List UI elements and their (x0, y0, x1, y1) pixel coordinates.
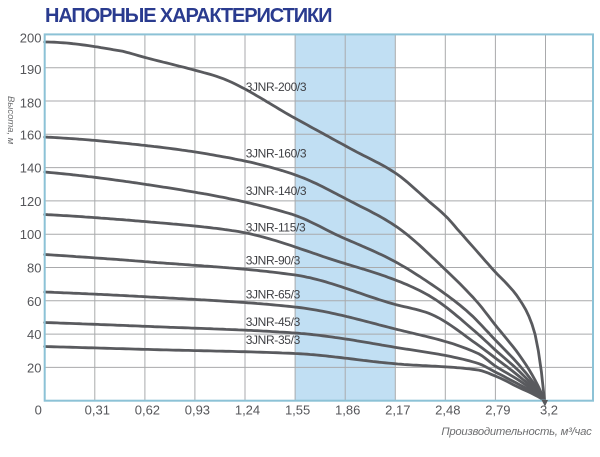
svg-text:1,55: 1,55 (285, 403, 310, 418)
svg-text:3JNR-35/3: 3JNR-35/3 (246, 333, 301, 347)
svg-text:0,62: 0,62 (135, 403, 160, 418)
svg-text:3JNR-115/3: 3JNR-115/3 (246, 221, 306, 235)
svg-text:20: 20 (27, 360, 41, 375)
svg-text:140: 140 (20, 161, 42, 176)
svg-text:0,93: 0,93 (185, 403, 210, 418)
svg-text:3,2: 3,2 (540, 403, 558, 418)
svg-text:Высота, м: Высота, м (5, 96, 16, 145)
svg-text:3JNR-65/3: 3JNR-65/3 (246, 288, 301, 302)
svg-text:80: 80 (27, 261, 41, 276)
svg-text:Производительность, м³/час: Производительность, м³/час (441, 426, 592, 438)
svg-text:190: 190 (20, 62, 42, 77)
svg-text:180: 180 (20, 96, 42, 111)
svg-text:100: 100 (20, 227, 42, 242)
svg-text:40: 40 (27, 327, 41, 342)
svg-text:3JNR-160/3: 3JNR-160/3 (246, 147, 307, 161)
svg-text:2,17: 2,17 (385, 403, 410, 418)
svg-text:60: 60 (27, 294, 41, 309)
svg-text:1,24: 1,24 (235, 403, 260, 418)
svg-text:3JNR-90/3: 3JNR-90/3 (246, 254, 301, 268)
svg-text:120: 120 (20, 194, 42, 209)
svg-text:3JNR-45/3: 3JNR-45/3 (246, 315, 301, 329)
svg-text:0: 0 (35, 403, 42, 418)
svg-text:2,79: 2,79 (485, 403, 510, 418)
svg-text:0,31: 0,31 (85, 403, 110, 418)
svg-text:160: 160 (20, 127, 42, 142)
svg-text:1,86: 1,86 (335, 403, 360, 418)
svg-text:3JNR-140/3: 3JNR-140/3 (246, 184, 307, 198)
svg-text:2,48: 2,48 (435, 403, 460, 418)
svg-text:200: 200 (20, 30, 42, 45)
svg-text:3JNR-200/3: 3JNR-200/3 (246, 80, 307, 94)
